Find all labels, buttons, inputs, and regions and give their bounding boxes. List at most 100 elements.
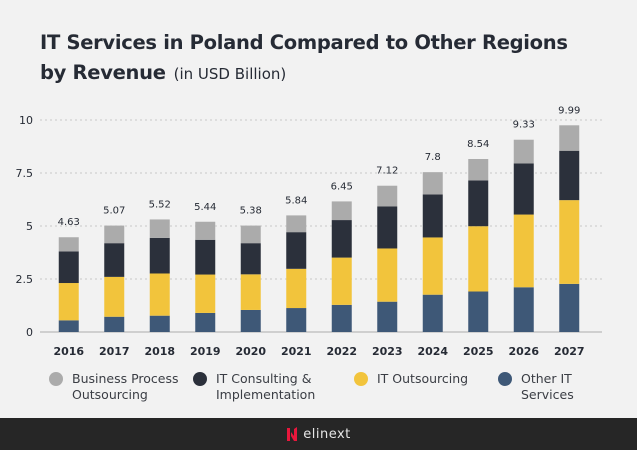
bar-segment: [240, 243, 261, 275]
y-tick-label: 2.5: [16, 273, 34, 286]
legend-swatch: [498, 372, 512, 386]
bar-segment: [286, 268, 307, 309]
bar-segment: [58, 251, 79, 284]
total-label: 5.07: [103, 206, 125, 217]
bar-segment: [195, 274, 216, 313]
y-tick-label: 0: [26, 326, 33, 339]
bar-segment: [468, 180, 489, 227]
bar-segment: [149, 273, 170, 316]
x-tick-label: 2018: [144, 345, 175, 358]
bar-segment: [195, 312, 216, 332]
bar-segment: [331, 304, 352, 332]
x-tick-label: 2017: [99, 345, 130, 358]
bar-segment: [468, 159, 489, 181]
x-tick-label: 2021: [281, 345, 312, 358]
bar-segment: [58, 237, 79, 252]
total-label: 9.99: [558, 105, 580, 116]
bar-segment: [377, 248, 398, 302]
bar-segment: [468, 226, 489, 292]
stacked-bar-chart: 0 2.5 5 7.5 10 4.63 2016 5.07 2017 5.52 2018 5.44 20…: [16, 105, 602, 358]
bar-segment: [286, 232, 307, 269]
bar-segment: [331, 257, 352, 305]
x-tick-label: 2020: [235, 345, 266, 358]
legend-label: Business Process: [72, 371, 179, 386]
footer: elinext: [0, 418, 637, 450]
legend-item-consulting: IT Consulting & Implementation: [193, 371, 315, 403]
bar-segment: [240, 309, 261, 332]
bar-segment: [149, 237, 170, 274]
bar-segment: [468, 291, 489, 332]
legend-item-bpo: Business Process Outsourcing: [49, 371, 179, 403]
bar-segment: [58, 320, 79, 332]
total-label: 9.33: [513, 120, 535, 131]
total-label: 7.8: [425, 152, 441, 163]
bar-segment: [331, 220, 352, 258]
y-tick-label: 7.5: [16, 167, 34, 180]
legend-label: Other IT: [521, 371, 572, 386]
legend-label: Implementation: [216, 387, 316, 402]
bar-segment: [331, 201, 352, 221]
bar-segment: [195, 221, 216, 240]
bar-segment: [286, 308, 307, 332]
total-label: 7.12: [376, 166, 398, 177]
legend-label: Services: [521, 387, 574, 402]
unit-label: (in USD Billion): [173, 65, 287, 83]
bar-segment: [149, 315, 170, 332]
x-tick-label: 2022: [326, 345, 357, 358]
bar-segment: [422, 172, 443, 195]
bar-segment: [149, 219, 170, 238]
x-tick-label: 2025: [463, 345, 494, 358]
legend-item-outsourcing: IT Outsourcing: [354, 371, 468, 387]
bar-segment: [422, 194, 443, 238]
bar-segment: [559, 283, 580, 332]
bar-segment: [513, 214, 534, 288]
bar-segment: [58, 283, 79, 321]
x-tick-label: 2027: [554, 345, 585, 358]
legend-item-other: Other IT Services: [498, 371, 574, 403]
bar-segment: [104, 243, 125, 277]
elinext-logo: elinext: [286, 426, 351, 442]
legend-label: IT Outsourcing: [377, 371, 469, 386]
elinext-logo-icon: [287, 427, 298, 441]
logo-text: elinext: [303, 426, 351, 442]
bar-segment: [377, 301, 398, 332]
bar-segment: [240, 274, 261, 310]
total-label: 5.84: [285, 195, 307, 206]
bar-segment: [104, 276, 125, 317]
legend-swatch: [193, 372, 207, 386]
chart-title: IT Services in Poland Compared to Other …: [40, 28, 568, 89]
x-tick-label: 2023: [372, 345, 403, 358]
title-line-1: IT Services in Poland Compared to Other …: [40, 31, 568, 54]
bar-segment: [240, 225, 261, 244]
bar-segment: [513, 287, 534, 332]
bar-segment: [104, 316, 125, 332]
legend-swatch: [49, 372, 63, 386]
x-tick-label: 2016: [53, 345, 84, 358]
bar-segment: [559, 125, 580, 151]
bar-segment: [104, 225, 125, 244]
bar-segment: [286, 215, 307, 233]
title-line-2: by Revenue: [40, 61, 166, 84]
bar-segment: [422, 237, 443, 295]
x-tick-label: 2024: [417, 345, 448, 358]
total-label: 5.38: [240, 206, 262, 217]
bar-segment: [422, 294, 443, 332]
bar-segment: [377, 185, 398, 207]
x-tick-label: 2019: [190, 345, 221, 358]
bar-segment: [195, 239, 216, 275]
bar-segment: [559, 150, 580, 201]
legend: Business Process Outsourcing IT Consultin…: [0, 371, 637, 411]
total-label: 8.54: [467, 139, 489, 150]
legend-swatch: [354, 372, 368, 386]
bar-segment: [513, 139, 534, 164]
y-tick-label: 5: [26, 220, 33, 233]
x-tick-label: 2026: [508, 345, 539, 358]
bar-segment: [559, 200, 580, 284]
total-label: 6.45: [331, 181, 353, 192]
total-label: 5.44: [194, 202, 216, 213]
total-label: 4.63: [58, 217, 80, 228]
total-label: 5.52: [149, 199, 171, 210]
legend-label: Outsourcing: [72, 387, 148, 402]
bar-segment: [377, 206, 398, 249]
bar-segment: [513, 163, 534, 215]
